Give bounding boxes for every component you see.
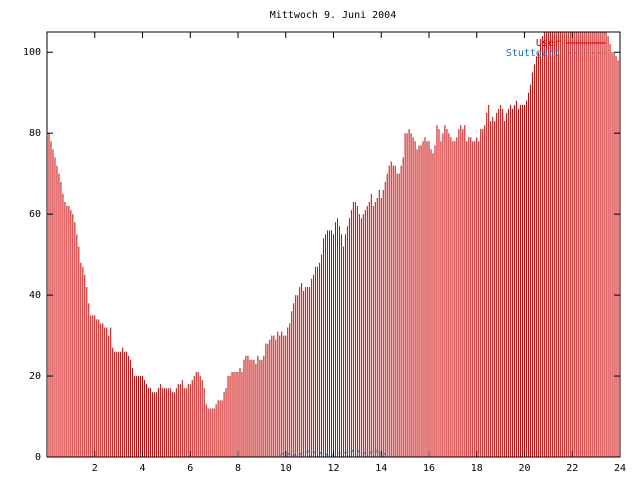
plot-area [47, 32, 619, 457]
x-tick-label: 20 [518, 463, 530, 474]
x-tick-label: 24 [614, 463, 626, 474]
legend-label: Stuttgart [506, 48, 560, 59]
y-tick-label: 0 [35, 452, 41, 463]
x-tick-label: 2 [92, 463, 98, 474]
x-tick-label: 18 [471, 463, 483, 474]
x-tick-label: 8 [235, 463, 241, 474]
x-tick-label: 16 [423, 463, 435, 474]
x-tick-label: 10 [280, 463, 292, 474]
x-tick-label: 22 [566, 463, 578, 474]
x-tick-label: 4 [139, 463, 145, 474]
y-tick-label: 40 [29, 290, 41, 301]
y-tick-label: 60 [29, 209, 41, 220]
y-tick-label: 20 [29, 371, 41, 382]
legend-label: User [536, 38, 560, 49]
x-tick-label: 12 [327, 463, 339, 474]
x-tick-label: 14 [375, 463, 387, 474]
y-tick-label: 80 [29, 128, 41, 139]
y-tick-label: 100 [23, 47, 41, 58]
chart-title: Mittwoch 9. Juni 2004 [270, 10, 396, 21]
x-tick-label: 6 [187, 463, 193, 474]
series-line [279, 450, 388, 456]
